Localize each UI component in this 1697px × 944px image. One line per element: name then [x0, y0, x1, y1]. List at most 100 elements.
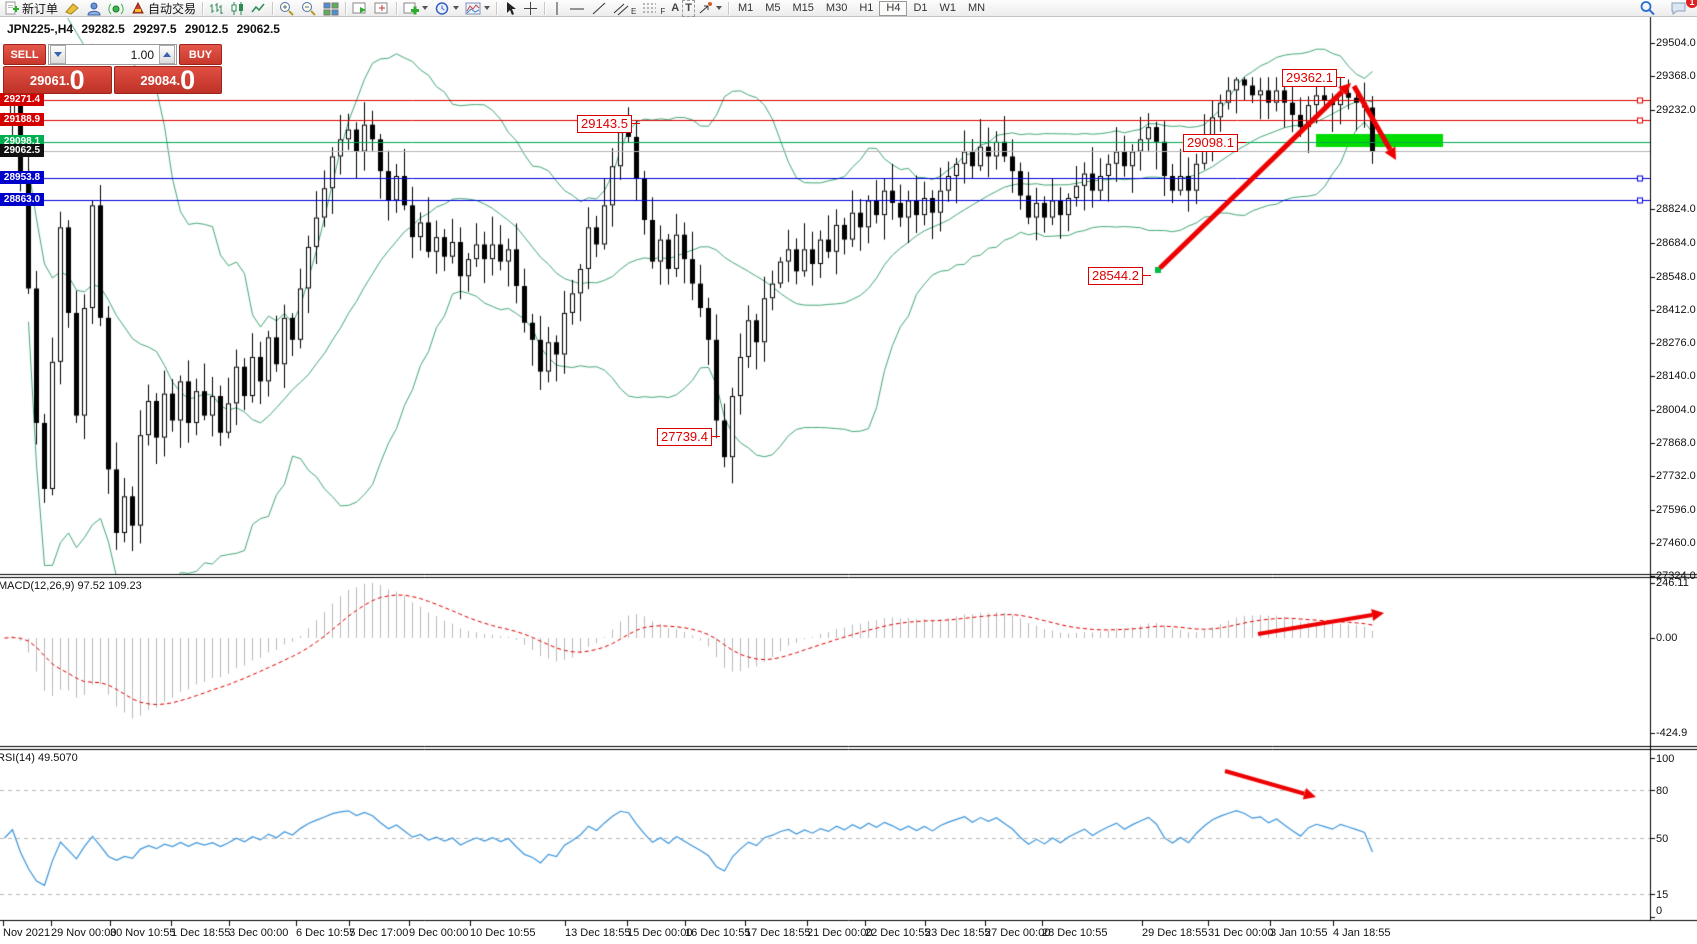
price-axis-tick: 27460.0	[1656, 536, 1696, 549]
date-axis-label: 21 Dec 00:00	[807, 927, 873, 939]
toolbar-separator	[727, 1, 729, 15]
notifications-button[interactable]: 1	[1667, 0, 1697, 16]
chart-type-candles-button[interactable]	[227, 1, 248, 16]
horizontal-line-28863.0[interactable]	[0, 198, 1650, 203]
autotrade-button[interactable]: 自动交易	[127, 1, 199, 16]
chart-shift-button[interactable]	[371, 1, 393, 16]
volume-decrease-button[interactable]	[50, 45, 66, 64]
chart-type-line-button[interactable]	[248, 1, 269, 16]
price-axis-tick: 27732.0	[1656, 470, 1696, 483]
text-tool-letter: A	[671, 2, 680, 14]
timeframe-button-m1[interactable]: M1	[737, 1, 754, 14]
sell-button[interactable]: SELL	[3, 44, 46, 65]
notification-count-badge: 1	[1686, 0, 1697, 8]
date-axis-label: 27 Dec 00:00	[985, 927, 1051, 939]
trendline-tool-button[interactable]	[588, 1, 610, 16]
timeframe-button-h1[interactable]: H1	[859, 1, 874, 14]
timeframe-button-d1[interactable]: D1	[913, 1, 928, 14]
price-axis-tick: 27596.0	[1656, 503, 1696, 516]
arrows-tool-button[interactable]	[695, 1, 725, 16]
timeframe-button-m30[interactable]: M30	[825, 1, 848, 14]
date-axis-label: 13 Dec 18:55	[565, 927, 631, 939]
date-axis-label: 10 Dec 10:55	[470, 927, 536, 939]
rsi-axis-tick: 80	[1656, 785, 1669, 797]
new-order-button[interactable]: 新订单	[2, 1, 61, 16]
price-axis-tick: 28276.0	[1656, 337, 1696, 350]
templates-button[interactable]	[462, 1, 493, 16]
rsi-axis-tick: 0	[1656, 905, 1663, 917]
price-axis-tick: 28004.0	[1656, 403, 1696, 416]
dropdown-caret-icon	[422, 6, 429, 10]
channel-tool-button[interactable]: E	[610, 1, 639, 16]
annotation-label-29143.5[interactable]: 29143.5	[577, 115, 640, 133]
search-button[interactable]	[1636, 1, 1659, 16]
volume-input[interactable]: 1.00	[130, 47, 154, 62]
sell-price-pip: 0	[69, 65, 85, 95]
vertical-line-tool-button[interactable]	[548, 1, 566, 16]
signals-button[interactable]	[105, 1, 127, 16]
timeframe-button-m15[interactable]: M15	[792, 1, 814, 14]
date-axis-label: 16 Dec 10:55	[685, 927, 751, 939]
price-badge-29271.4: 29271.4	[0, 92, 44, 106]
timeframe-group: M1 M5 M15 M30 H1 H4 D1 W1 MN	[732, 0, 991, 16]
price-axis-tick: 29232.0	[1656, 103, 1696, 116]
horizontal-line-29271.4[interactable]	[0, 98, 1650, 103]
crosshair-tool-button[interactable]	[520, 1, 541, 16]
horizontal-line-28953.8[interactable]	[0, 176, 1650, 181]
toolbar-separator	[202, 1, 204, 15]
chart-type-bars-button[interactable]	[206, 1, 227, 16]
sell-button-label: SELL	[10, 48, 39, 61]
rsi-axis-tick: 15	[1656, 889, 1669, 901]
community-button[interactable]	[83, 1, 105, 16]
price-badge-28953.8: 28953.8	[0, 170, 44, 184]
annotation-label-28544.2[interactable]: 28544.2	[1088, 267, 1151, 285]
dropdown-caret-icon	[453, 6, 460, 10]
text-tool-button[interactable]: A	[668, 1, 682, 16]
price-axis-tick: 28548.0	[1656, 270, 1696, 283]
price-axis-tick: 28140.0	[1656, 370, 1696, 383]
date-axis-label: 7 Dec 17:00	[349, 927, 409, 939]
timeframe-button-m5[interactable]: M5	[765, 1, 781, 14]
new-chart-window-button[interactable]	[349, 1, 371, 16]
close-value: 29062.5	[236, 22, 280, 36]
date-axis-label: 29 Nov 00:00	[51, 927, 117, 939]
date-axis-label: 9 Dec 00:00	[409, 927, 469, 939]
dropdown-caret-icon	[715, 6, 722, 10]
horizontal-line-29188.9[interactable]	[0, 118, 1650, 123]
buy-button-label: BUY	[188, 48, 213, 61]
autotrade-label: 自动交易	[148, 1, 197, 16]
timeframe-button-h4[interactable]: H4	[879, 0, 908, 16]
annotation-label-29098.1[interactable]: 29098.1	[1183, 134, 1246, 152]
sell-price: 29061.	[29, 73, 70, 88]
volume-box: 1.00	[48, 44, 177, 65]
price-axis-tick: 29368.0	[1656, 70, 1696, 83]
timeframe-button-mn[interactable]: MN	[968, 1, 986, 14]
rsi-axis-tick: 100	[1656, 753, 1675, 765]
fibonacci-tool-button[interactable]: F	[639, 1, 668, 16]
sell-price-button[interactable]: 29061. 0	[3, 66, 112, 94]
volume-increase-button[interactable]	[159, 45, 175, 64]
label-tool-button[interactable]: T	[682, 0, 695, 17]
buy-price-button[interactable]: 29084. 0	[113, 66, 222, 94]
tile-windows-button[interactable]	[320, 1, 342, 16]
timeframe-button-w1[interactable]: W1	[939, 1, 957, 14]
buy-button[interactable]: BUY	[179, 44, 222, 65]
annotation-label-27739.4[interactable]: 27739.4	[657, 428, 720, 446]
horizontal-line-tool-button[interactable]	[566, 1, 588, 16]
price-badge-29188.9: 29188.9	[0, 113, 44, 127]
horizontal-line-29062.5[interactable]	[0, 149, 1650, 154]
zoom-in-button[interactable]	[276, 1, 298, 16]
annotation-label-29362.1[interactable]: 29362.1	[1282, 69, 1345, 87]
triangle-up-icon	[163, 52, 171, 57]
clear-objects-button[interactable]	[61, 1, 83, 16]
cursor-tool-button[interactable]	[500, 1, 520, 16]
date-axis-label: 3 Dec 00:00	[229, 927, 289, 939]
periods-button[interactable]	[431, 1, 462, 16]
toolbar-separator	[345, 1, 347, 15]
add-indicator-button[interactable]	[400, 1, 431, 16]
toolbar: 新订单 自动交易	[0, 0, 1697, 17]
horizontal-line-29098.1[interactable]	[0, 140, 1650, 145]
zoom-out-button[interactable]	[298, 1, 320, 16]
